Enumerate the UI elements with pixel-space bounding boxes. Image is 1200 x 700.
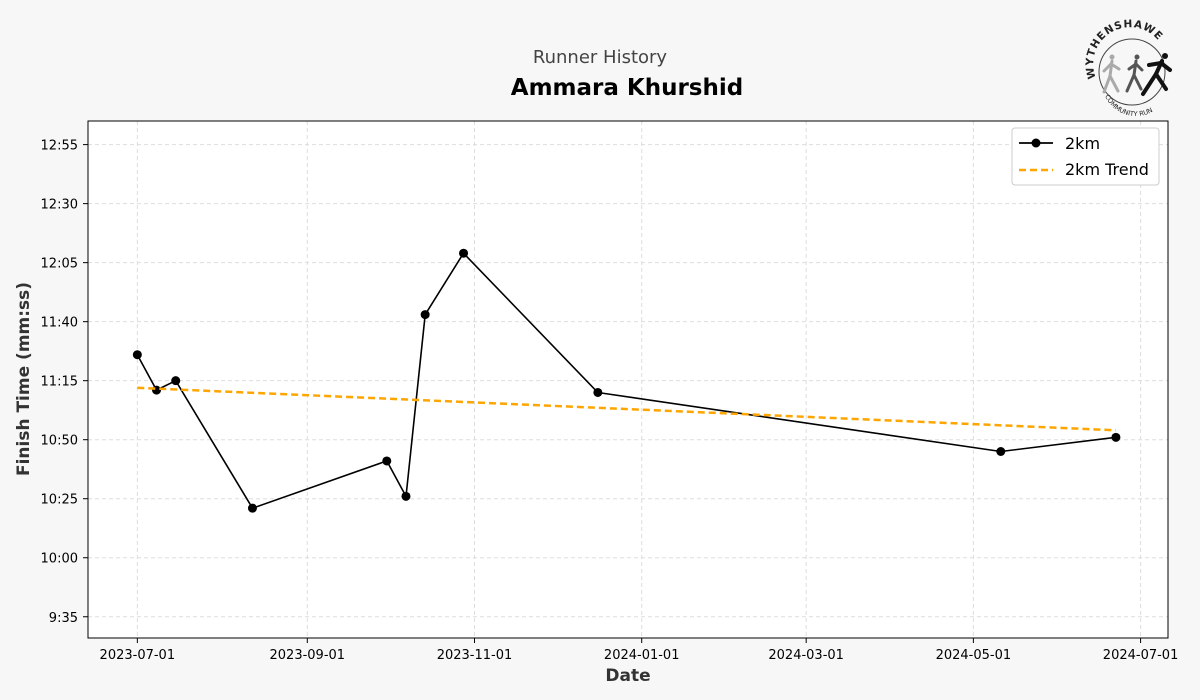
x-tick-label: 2023-11-01 — [437, 648, 513, 663]
x-tick-label: 2024-07-01 — [1103, 648, 1179, 663]
logo-bottom-text: COMMUNITY RUN — [1103, 93, 1154, 118]
plot-frame — [87, 120, 1169, 639]
data-point — [401, 491, 411, 501]
legend: 2km 2km Trend — [1011, 127, 1160, 186]
y-tick-label: 9:35 — [49, 611, 78, 626]
data-point — [996, 447, 1006, 457]
legend-trend-label: 2km Trend — [1065, 160, 1149, 179]
data-point — [1111, 432, 1121, 442]
chart-title: Ammara Khurshid — [511, 75, 743, 101]
wythenshawe-logo: WYTHENSHAWE COMMUNITY RUN — [1084, 18, 1172, 118]
plot-area — [88, 121, 1168, 638]
y-tick-label: 12:05 — [41, 257, 78, 272]
data-point — [247, 503, 257, 513]
x-tick-label: 2023-07-01 — [100, 648, 176, 663]
x-tick-label: 2024-03-01 — [768, 648, 844, 663]
y-axis-label: Finish Time (mm:ss) — [14, 282, 34, 476]
data-point — [152, 385, 162, 395]
x-tick-label: 2023-09-01 — [270, 648, 346, 663]
data-point — [132, 350, 142, 360]
x-axis-label: Date — [605, 666, 650, 686]
legend-2km-label: 2km — [1065, 134, 1100, 153]
y-tick-label: 11:40 — [41, 316, 78, 331]
logo-top-text: WYTHENSHAWE — [1084, 18, 1165, 80]
trend-line — [137, 386, 1116, 432]
data-point — [171, 376, 181, 386]
runners-icon — [1102, 53, 1172, 96]
logo-ring — [1098, 38, 1166, 106]
data-point — [459, 248, 469, 258]
x-tick-label: 2024-01-01 — [604, 648, 680, 663]
y-tick-label: 10:00 — [41, 552, 78, 567]
y-tick-label: 11:15 — [41, 375, 78, 390]
x-tick-label: 2024-05-01 — [936, 648, 1012, 663]
y-tick-label: 12:55 — [41, 139, 78, 154]
y-tick-label: 10:25 — [41, 493, 78, 508]
chart-subtitle: Runner History — [533, 47, 668, 68]
data-point — [420, 310, 430, 320]
y-tick-label: 10:50 — [41, 434, 78, 449]
legend-2km-marker — [1031, 138, 1041, 148]
data-point — [382, 456, 392, 466]
y-tick-label: 12:30 — [41, 198, 78, 213]
data-point — [593, 387, 603, 397]
